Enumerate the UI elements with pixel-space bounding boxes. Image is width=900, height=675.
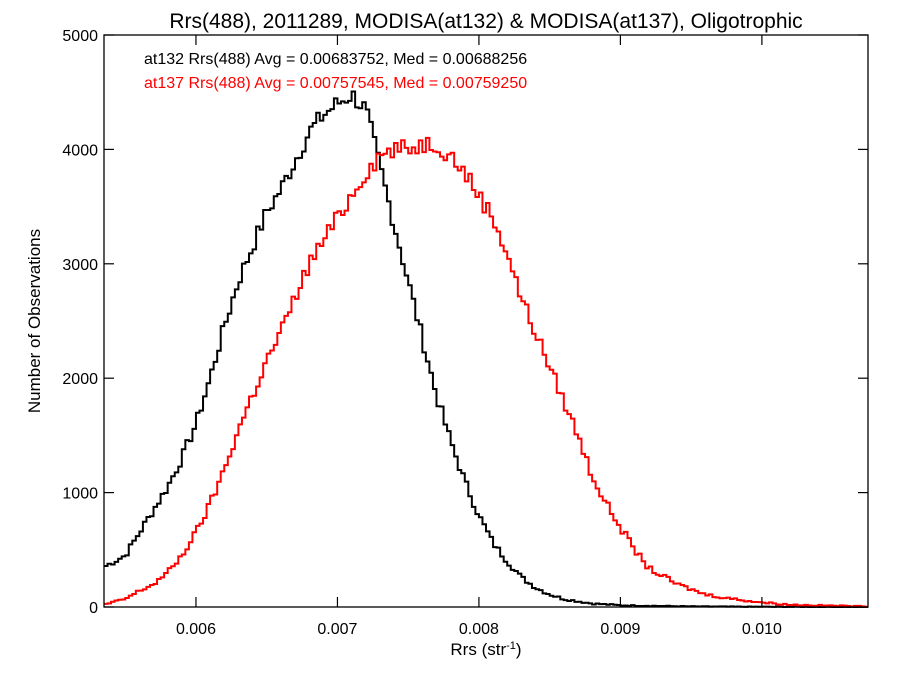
x-axis-label-close: ) — [516, 640, 522, 659]
plot-frame — [103, 34, 869, 608]
ticks-layer: 0.006 0.007 0.008 0.009 0.010 0 1000 2000 3000 40… — [62, 28, 868, 638]
x-tick-label: 0.008 — [459, 621, 499, 638]
chart-title: Rrs(488), 2011289, MODISA(at132) & MODIS… — [169, 10, 802, 33]
x-tick-label: 0.009 — [600, 621, 640, 638]
y-axis-label: Number of Observations — [25, 229, 44, 413]
x-tick-label: 0.007 — [317, 621, 357, 638]
x-axis-label-main: Rrs (str — [450, 640, 506, 659]
x-tick-label: 0.010 — [742, 621, 782, 638]
x-axis-label-superscript: -1 — [506, 640, 516, 652]
y-tick-label: 1000 — [62, 486, 98, 503]
legend-entry-at137: at137 Rrs(488) Avg = 0.00757545, Med = 0… — [144, 75, 527, 92]
series-line-at137 — [104, 136, 868, 608]
y-tick-label: 4000 — [62, 142, 98, 159]
y-tick-label: 0 — [89, 600, 98, 617]
y-tick-label: 5000 — [62, 28, 98, 45]
legend: at132 Rrs(488) Avg = 0.00683752, Med = 0… — [144, 51, 527, 92]
y-tick-label: 3000 — [62, 257, 98, 274]
y-tick-label: 2000 — [62, 371, 98, 388]
x-tick-label: 0.006 — [176, 621, 216, 638]
x-axis-label: Rrs (str-1) — [450, 640, 521, 659]
legend-entry-at132: at132 Rrs(488) Avg = 0.00683752, Med = 0… — [144, 51, 527, 68]
series-line-at132 — [104, 90, 868, 608]
series-layer — [104, 90, 868, 608]
